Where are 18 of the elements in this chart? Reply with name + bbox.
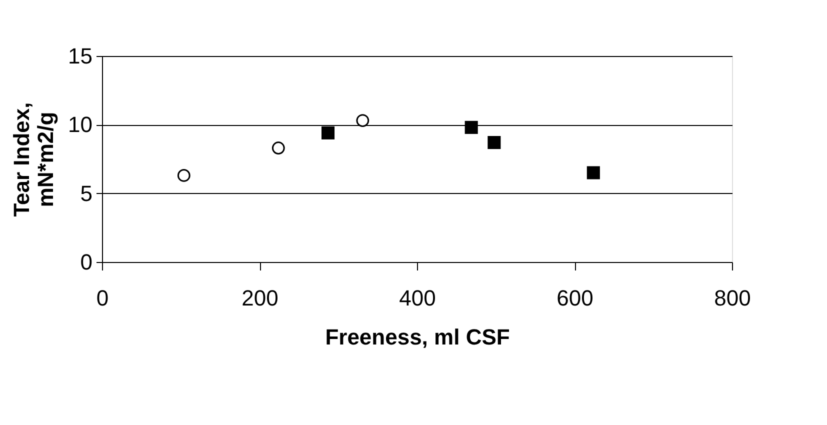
point [272, 142, 285, 154]
point [356, 114, 370, 127]
y-axis-title: Tear Index, mN*m2/g [9, 102, 58, 217]
y-tick-label: 0 [80, 250, 92, 274]
x-tick-label: 0 [96, 286, 109, 310]
x-axis-title: Freeness, ml CSF [325, 324, 510, 350]
point [177, 169, 190, 182]
point [488, 136, 501, 150]
x-tick-label: 400 [399, 286, 436, 310]
y-tick-label: 10 [68, 112, 92, 138]
point [586, 166, 600, 180]
x-tick-label: 600 [556, 286, 594, 310]
y-tick-label: 5 [80, 180, 92, 206]
y-tick-label: 15 [68, 44, 92, 68]
x-tick-label: 200 [242, 286, 278, 310]
point [321, 126, 335, 140]
point [464, 120, 478, 134]
x-tick-label: 800 [714, 286, 751, 310]
